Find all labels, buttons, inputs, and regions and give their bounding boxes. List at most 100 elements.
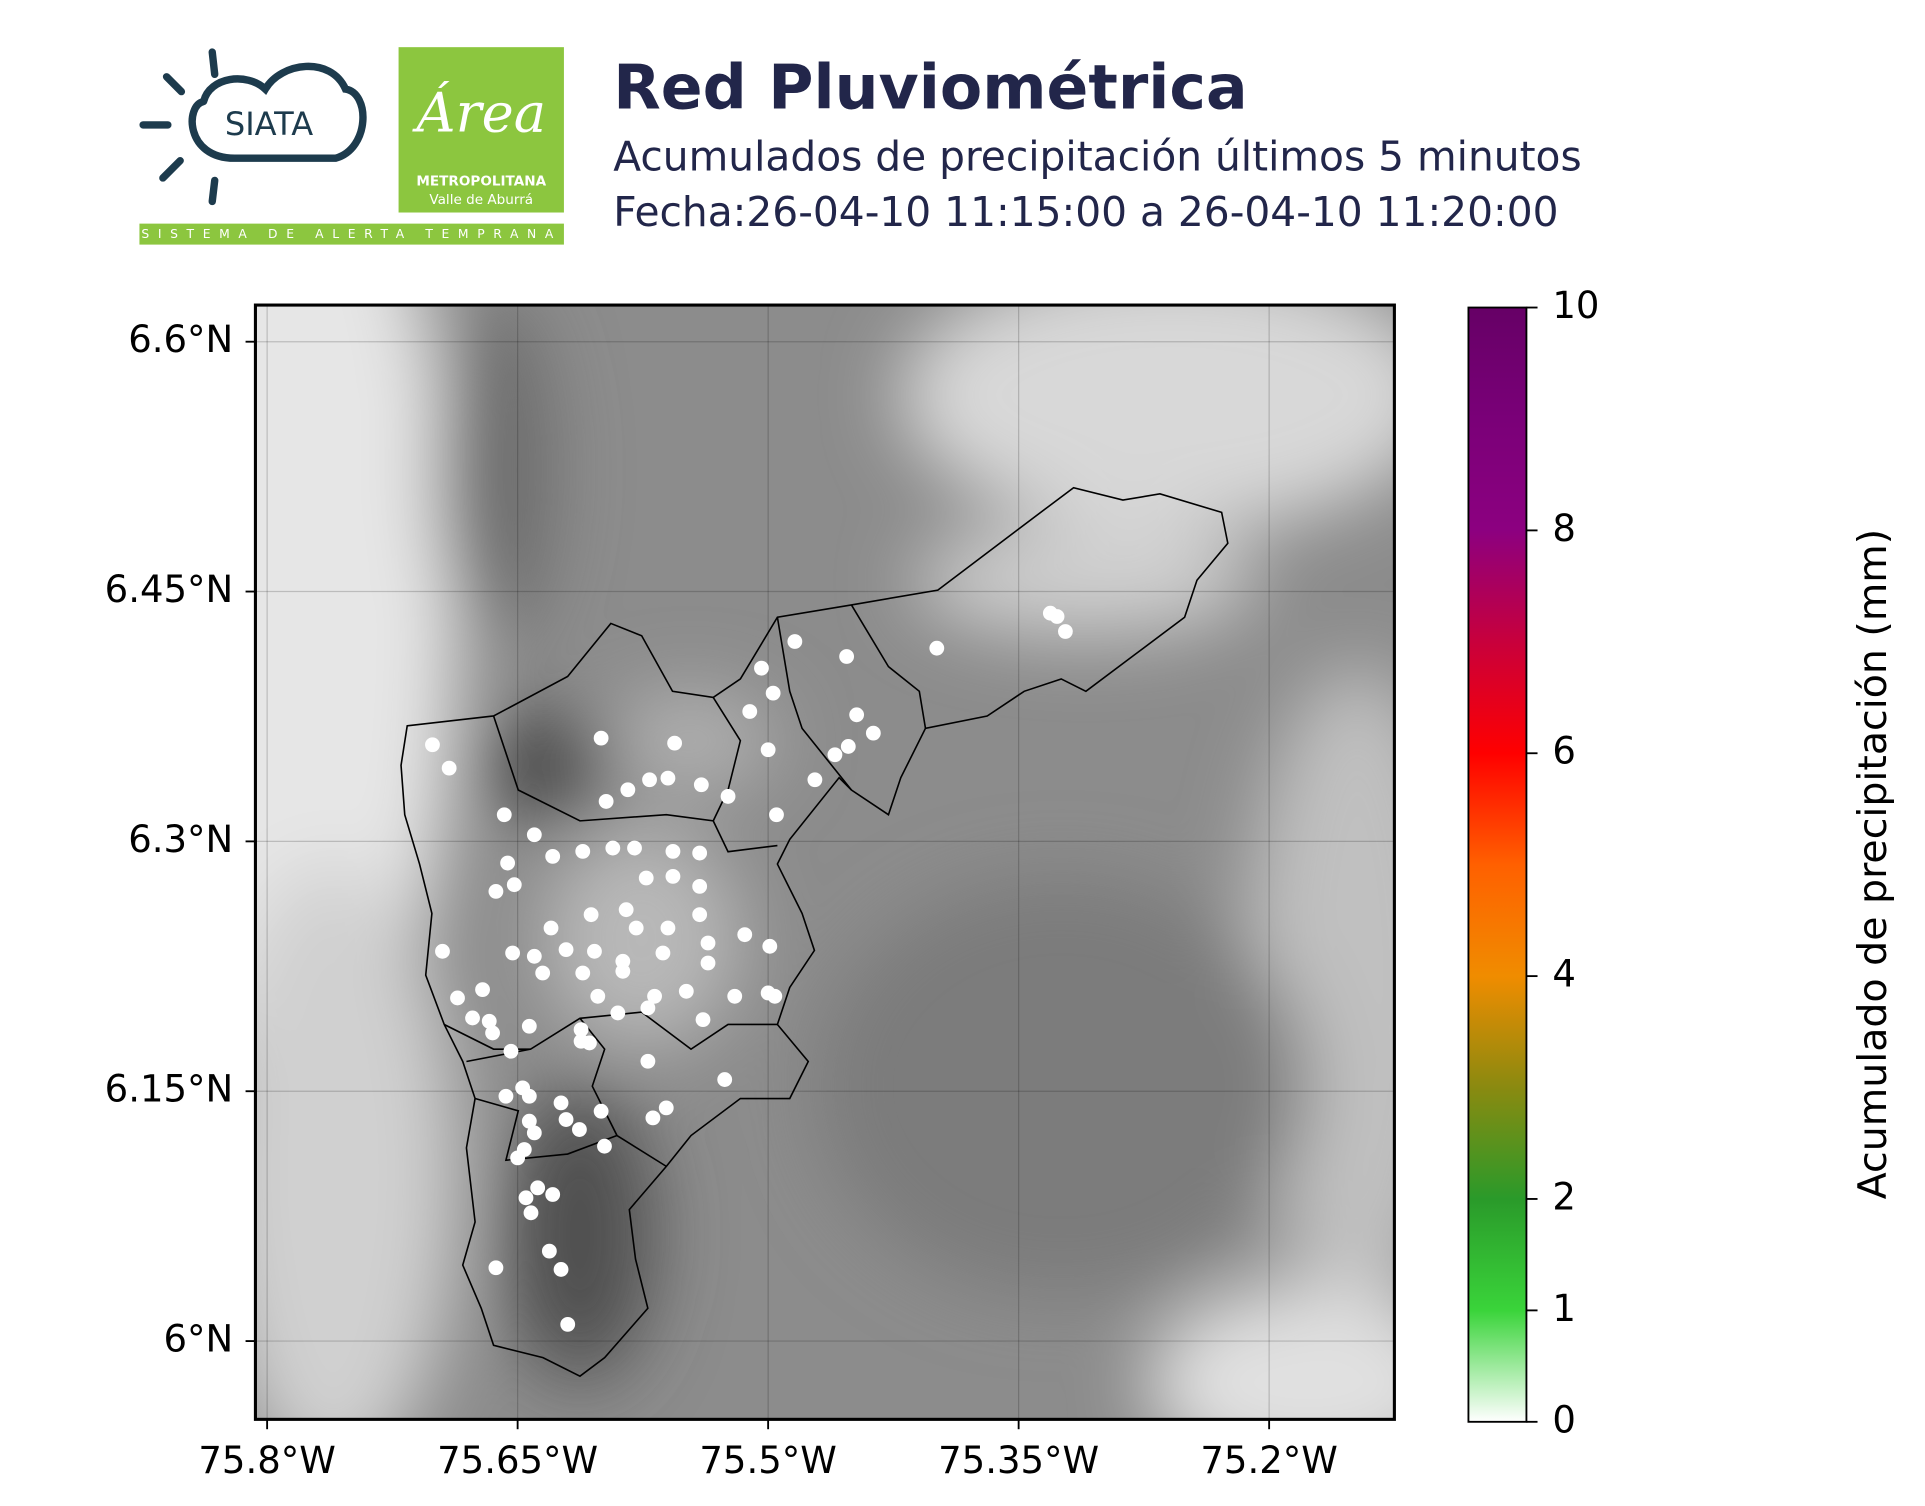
station — [475, 982, 490, 998]
station — [754, 660, 769, 676]
station — [498, 1088, 514, 1104]
station — [640, 1000, 656, 1016]
station — [530, 1180, 546, 1196]
station — [558, 1112, 574, 1127]
colorbar-tick-label: 10 — [1552, 284, 1599, 327]
area-logo: Área METROPOLITANA Valle de Aburrá SISTE… — [139, 47, 564, 245]
grid — [255, 305, 1395, 1420]
station — [488, 1260, 504, 1276]
station — [503, 1043, 519, 1059]
station — [521, 1018, 537, 1034]
station — [660, 770, 676, 786]
station — [658, 1100, 674, 1116]
y-tick-label: 6.3°N — [128, 818, 233, 861]
map-frame — [253, 303, 1396, 1421]
area-line1: METROPOLITANA — [416, 174, 546, 190]
station — [465, 1010, 480, 1026]
colorbar-tick-label: 1 — [1552, 1287, 1576, 1330]
station — [693, 777, 709, 793]
terrain — [255, 305, 1395, 1420]
station — [506, 877, 522, 893]
station — [655, 945, 671, 961]
station — [660, 920, 676, 936]
colorbar-tick-label: 0 — [1552, 1398, 1576, 1441]
station — [665, 868, 681, 884]
station — [618, 902, 634, 918]
station — [737, 927, 753, 943]
colorbar-label: Acumulado de precipitación (mm) — [1850, 529, 1896, 1199]
station — [727, 988, 743, 1004]
station — [615, 963, 631, 979]
station — [597, 1138, 612, 1154]
station — [1057, 624, 1073, 639]
station — [535, 965, 551, 981]
strip-text: SISTEMA DE ALERTA TEMPRANA — [141, 227, 562, 241]
station — [720, 789, 736, 804]
station — [573, 1022, 589, 1038]
station — [865, 725, 881, 741]
station — [640, 1053, 656, 1069]
station — [518, 1190, 534, 1206]
date: Fecha:26-04-10 11:15:00 a 26-04-10 11:20… — [613, 188, 1558, 236]
station — [760, 742, 776, 758]
station — [521, 1113, 537, 1129]
station — [583, 907, 599, 923]
station — [582, 1035, 597, 1051]
x-tick-label: 75.65°W — [437, 1439, 598, 1482]
station — [523, 1205, 539, 1221]
station — [481, 1013, 497, 1029]
station — [628, 920, 644, 936]
station — [1049, 609, 1065, 624]
station — [558, 942, 574, 958]
station — [441, 760, 457, 776]
area-line2: Valle de Aburrá — [429, 192, 533, 208]
station — [590, 988, 606, 1004]
station — [840, 739, 856, 754]
station — [839, 649, 855, 664]
station — [543, 920, 559, 936]
station — [450, 990, 465, 1006]
y-tick-label: 6.15°N — [105, 1068, 234, 1111]
station — [545, 848, 561, 864]
x-tick-label: 75.5°W — [699, 1439, 836, 1482]
station — [425, 737, 440, 753]
y-tick-label: 6.6°N — [128, 318, 233, 361]
station — [593, 1103, 609, 1119]
station — [929, 640, 945, 656]
y-tick-label: 6.45°N — [105, 568, 234, 611]
station — [769, 807, 784, 823]
station — [638, 870, 654, 886]
station — [572, 1122, 587, 1137]
siata-logo: SIATA — [139, 48, 367, 206]
station — [553, 1262, 569, 1277]
station — [765, 685, 781, 701]
colorbar — [1467, 306, 1528, 1423]
station — [593, 730, 609, 746]
station — [717, 1072, 733, 1087]
station — [620, 782, 636, 798]
station — [647, 988, 662, 1004]
stations — [425, 605, 1073, 1332]
colorbar-tick-label: 4 — [1552, 953, 1576, 996]
station — [692, 907, 708, 923]
station — [767, 988, 783, 1004]
station — [526, 948, 542, 964]
station — [692, 845, 708, 861]
station — [605, 840, 621, 856]
station — [587, 943, 602, 959]
station — [526, 827, 542, 843]
station — [667, 735, 683, 751]
title: Red Pluviométrica — [613, 52, 1247, 124]
station — [435, 943, 450, 959]
station — [787, 634, 803, 649]
station — [827, 747, 843, 763]
station — [700, 955, 716, 971]
station — [505, 945, 521, 961]
station — [500, 855, 516, 871]
station — [700, 935, 716, 951]
station — [526, 1125, 542, 1141]
station — [692, 878, 708, 894]
station — [545, 1187, 561, 1202]
